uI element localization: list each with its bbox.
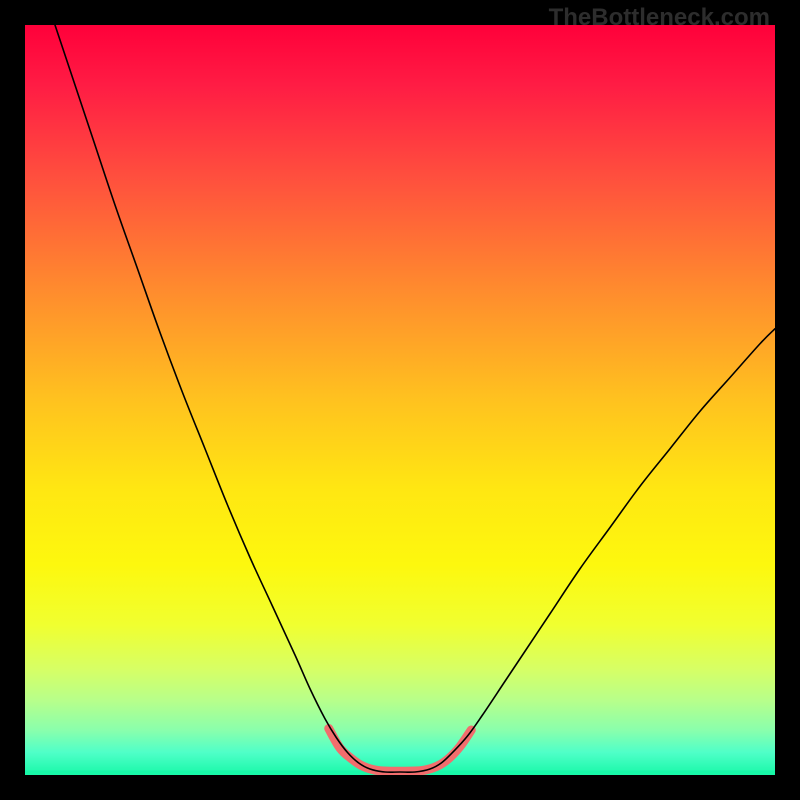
bottleneck-chart: TheBottleneck.com <box>0 0 800 800</box>
plot-area <box>25 25 775 775</box>
watermark-text: TheBottleneck.com <box>549 4 770 32</box>
chart-svg <box>25 25 775 775</box>
gradient-background <box>25 25 775 775</box>
